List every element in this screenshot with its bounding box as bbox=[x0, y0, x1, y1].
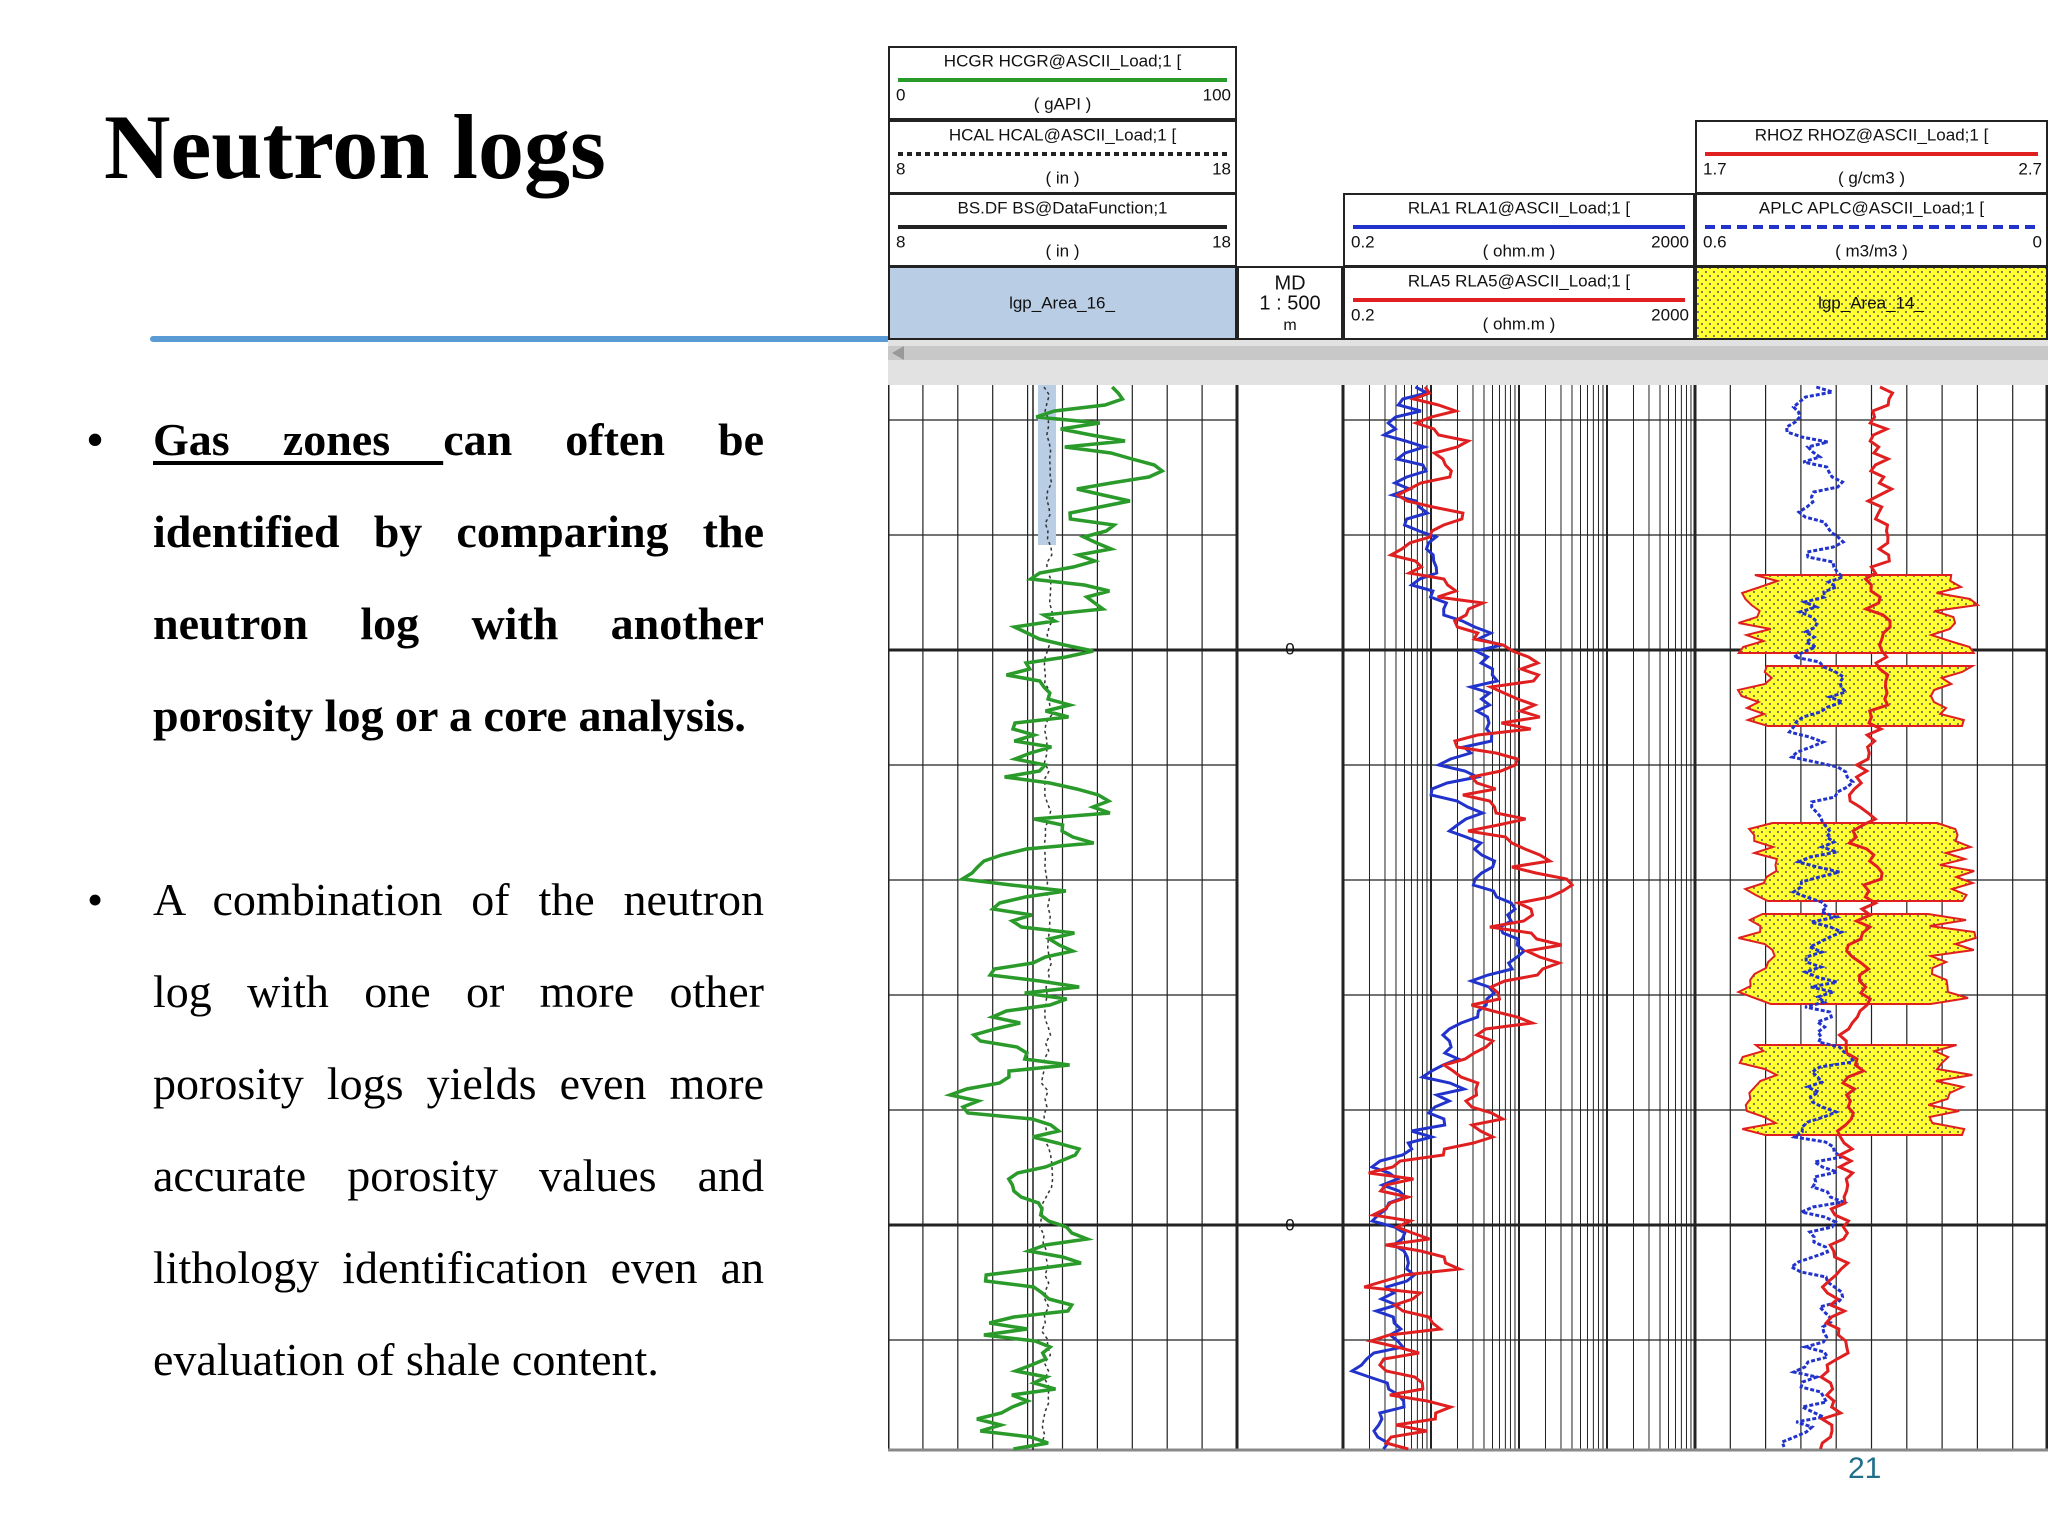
bullet-text: can often be identified by comparing the… bbox=[153, 414, 765, 741]
bullet: • Gas zones can often be identified by co… bbox=[87, 394, 765, 762]
md-label: MD bbox=[1274, 272, 1305, 294]
curve-name: APLC APLC@ASCII_Load;1 [ bbox=[1759, 198, 1984, 217]
scale-unit: ( ohm.m ) bbox=[1483, 241, 1556, 260]
area-box bbox=[1695, 266, 2048, 340]
scale-left: 8 bbox=[896, 232, 905, 251]
curve-trace bbox=[943, 385, 1166, 1451]
curve-name: HCAL HCAL@ASCII_Load;1 [ bbox=[949, 125, 1177, 144]
area-label: lgp_Area_16_ bbox=[1009, 293, 1115, 312]
well-log: HCGR HCGR@ASCII_Load;1 [ 0 ( gAPI ) 100 HCAL… bbox=[888, 46, 2048, 1452]
header-box bbox=[1695, 120, 2048, 194]
scale-left: 0.2 bbox=[1351, 232, 1375, 251]
bullet: • A combination of the neutron log with o… bbox=[87, 854, 764, 1406]
scrollbar-track bbox=[888, 346, 2048, 360]
caliper-fill bbox=[1038, 385, 1056, 545]
md-label: 1 : 500 bbox=[1259, 292, 1320, 314]
scale-right: 2000 bbox=[1651, 232, 1689, 251]
bullet-dot: • bbox=[87, 414, 104, 465]
md-box bbox=[1237, 266, 1343, 340]
scale-unit: ( gAPI ) bbox=[1034, 94, 1092, 113]
curve-name: RLA5 RLA5@ASCII_Load;1 [ bbox=[1408, 271, 1631, 290]
bullet-text: A combination of the neutron log with on… bbox=[153, 874, 764, 1385]
bullet-emphasis: Gas zones bbox=[153, 414, 444, 465]
scroll-arrow bbox=[892, 346, 904, 360]
scale-left: 0.2 bbox=[1351, 305, 1375, 324]
curve-name: RLA1 RLA1@ASCII_Load;1 [ bbox=[1408, 198, 1631, 217]
porosity-fill bbox=[1736, 665, 1977, 727]
porosity-fill bbox=[1738, 1044, 1973, 1136]
scale-unit: ( in ) bbox=[1046, 168, 1080, 187]
scale-left: 0.6 bbox=[1703, 232, 1727, 251]
scale-unit: ( m3/m3 ) bbox=[1835, 241, 1908, 260]
scale-left: 1.7 bbox=[1703, 159, 1727, 178]
scale-unit: ( ohm.m ) bbox=[1483, 314, 1556, 333]
curve-trace bbox=[1348, 385, 1527, 1450]
curve-trace bbox=[1780, 385, 1856, 1448]
depth-label: 0 bbox=[1285, 639, 1294, 658]
curve-trace bbox=[1818, 385, 1895, 1450]
porosity-fill bbox=[1742, 822, 1976, 902]
curve-name: BS.DF BS@DataFunction;1 bbox=[957, 198, 1167, 217]
depth-label: 0 bbox=[1285, 1215, 1294, 1234]
slide-title: Neutron logs bbox=[104, 96, 606, 198]
header-box bbox=[1343, 266, 1695, 340]
scale-unit: ( in ) bbox=[1046, 241, 1080, 260]
curve-name: RHOZ RHOZ@ASCII_Load;1 [ bbox=[1755, 125, 1989, 144]
header-box bbox=[1343, 193, 1695, 267]
curve-trace bbox=[1363, 386, 1575, 1451]
scale-right: 0 bbox=[2033, 232, 2042, 251]
scale-right: 100 bbox=[1203, 85, 1231, 104]
porosity-fill bbox=[1736, 574, 1981, 654]
page-number: 21 bbox=[1848, 1452, 1882, 1485]
curve-name: HCGR HCGR@ASCII_Load;1 [ bbox=[944, 51, 1182, 70]
title-rule bbox=[150, 336, 890, 342]
bullet-dot: • bbox=[87, 874, 104, 925]
scale-right: 18 bbox=[1212, 232, 1231, 251]
scale-left: 0 bbox=[896, 85, 905, 104]
header-box bbox=[1695, 193, 2048, 267]
area-box bbox=[888, 266, 1237, 340]
header-box bbox=[888, 46, 1237, 120]
scale-right: 2.7 bbox=[2018, 159, 2042, 178]
scale-right: 2000 bbox=[1651, 305, 1689, 324]
md-label: m bbox=[1283, 317, 1296, 334]
scale-unit: ( g/cm3 ) bbox=[1838, 168, 1905, 187]
header-box bbox=[888, 193, 1237, 267]
area-label: lgp_Area_14_ bbox=[1818, 293, 1924, 312]
scale-right: 18 bbox=[1212, 159, 1231, 178]
scale-left: 8 bbox=[896, 159, 905, 178]
